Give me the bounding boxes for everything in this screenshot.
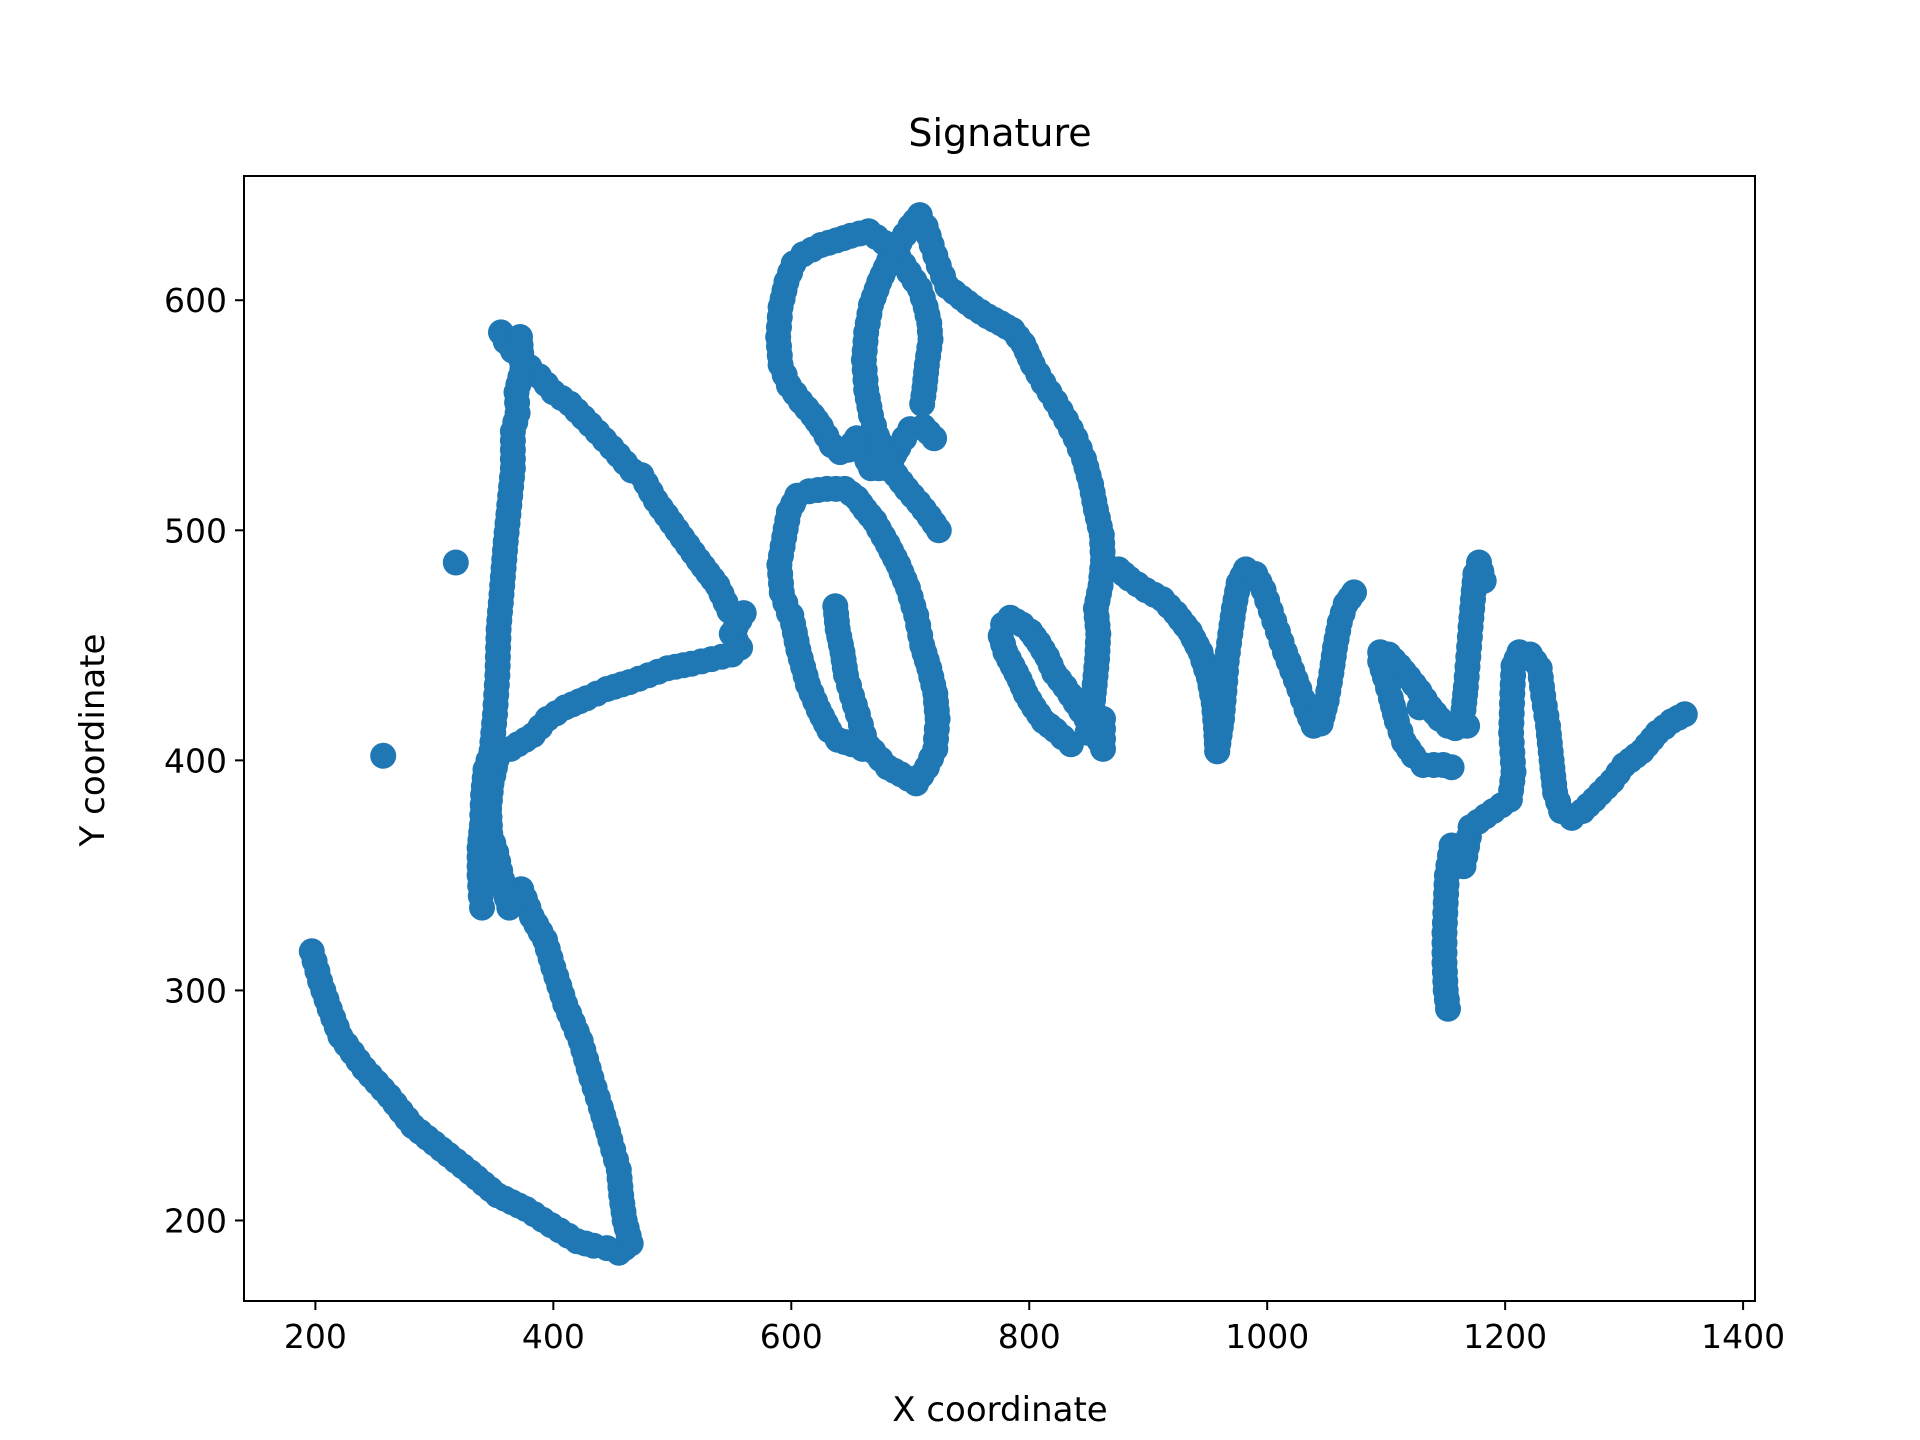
data-point bbox=[1454, 712, 1481, 739]
y-axis-ticks: 200 300 400 500 600 bbox=[164, 281, 244, 1240]
data-point bbox=[909, 390, 936, 417]
data-point bbox=[925, 517, 952, 544]
x-tick-label: 1000 bbox=[1225, 1317, 1309, 1356]
data-point bbox=[1671, 701, 1698, 728]
data-point bbox=[855, 733, 882, 760]
data-point bbox=[370, 742, 397, 769]
data-point bbox=[716, 597, 743, 624]
x-tick-label: 1400 bbox=[1701, 1317, 1785, 1356]
x-tick-label: 200 bbox=[284, 1317, 347, 1356]
x-axis-label: X coordinate bbox=[892, 1390, 1107, 1430]
x-tick-label: 600 bbox=[760, 1317, 823, 1356]
data-point bbox=[442, 549, 469, 576]
chart-title: Signature bbox=[908, 111, 1091, 155]
data-point bbox=[1470, 567, 1497, 594]
data-point bbox=[1341, 579, 1367, 606]
data-point bbox=[469, 894, 495, 921]
y-tick-label: 600 bbox=[164, 281, 227, 320]
y-tick-label: 200 bbox=[164, 1201, 227, 1240]
x-axis-ticks: 200 400 600 800 1000 1200 1400 bbox=[284, 1301, 1785, 1356]
y-axis-label: Y coordinate bbox=[73, 634, 113, 848]
data-point bbox=[1438, 754, 1465, 781]
x-tick-label: 1200 bbox=[1463, 1317, 1547, 1356]
data-point bbox=[1406, 694, 1433, 721]
y-tick-label: 500 bbox=[164, 511, 227, 550]
data-point bbox=[778, 602, 805, 629]
y-tick-label: 400 bbox=[164, 741, 227, 780]
x-tick-label: 400 bbox=[522, 1317, 585, 1356]
x-tick-label: 800 bbox=[998, 1317, 1061, 1356]
y-tick-label: 300 bbox=[164, 971, 227, 1010]
plot-frame bbox=[243, 175, 1756, 1302]
data-points bbox=[298, 202, 1698, 1266]
